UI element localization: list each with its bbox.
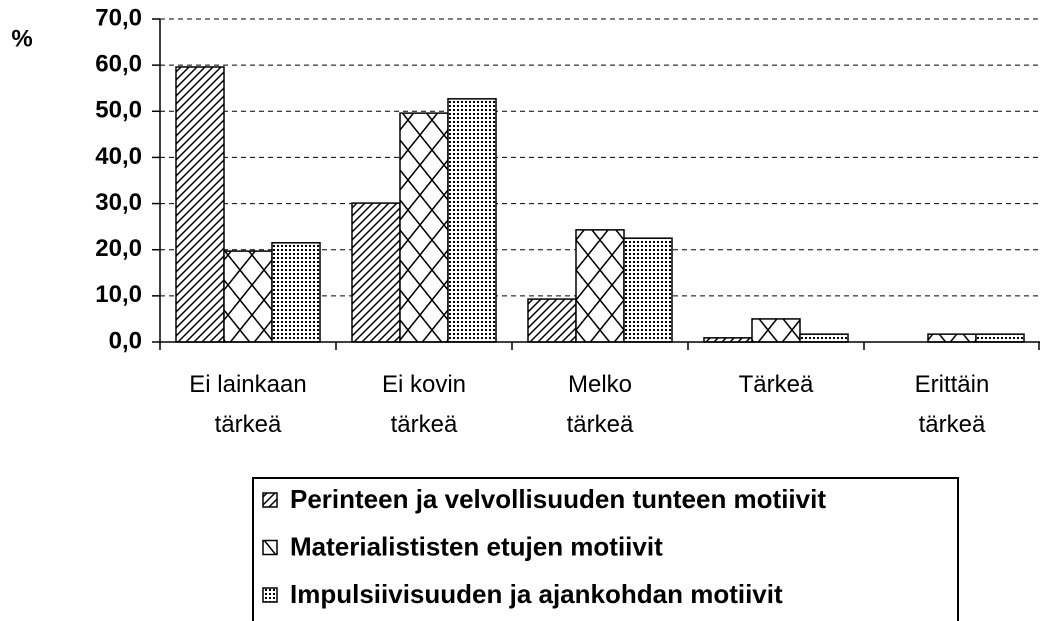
y-tick-label: 10,0 [95,281,142,308]
bar [223,250,273,343]
bar [799,333,849,343]
y-tick-label: 30,0 [95,189,142,216]
x-tick-label: Ei lainkaan tärkeä [189,371,306,438]
y-tick-label: 0,0 [109,327,142,354]
bar [751,318,801,343]
y-tick-label: 40,0 [95,143,142,170]
legend-label: Materialististen etujen motiivit [290,531,663,561]
legend-label: Perinteen ja velvollisuuden tunteen moti… [290,484,826,514]
legend-swatch [262,539,278,556]
y-tick-label: 50,0 [95,97,142,124]
bar [399,112,449,343]
bar [351,202,401,343]
legend-label: Impulsiivisuuden ja ajankohdan motiivit [290,579,783,609]
y-tick-label: 70,0 [95,4,142,31]
legend-box [252,477,959,621]
legend-swatch [262,587,278,603]
bar [175,66,225,343]
y-tick-label: 60,0 [95,50,142,77]
x-tick-label: Ei kovin tärkeä [382,371,466,438]
x-tick-label: Erittäin tärkeä [915,371,990,438]
bar [975,333,1025,343]
y-axis-label: % [11,25,32,52]
bar [447,98,497,343]
x-tick-label: Melko tärkeä [567,371,634,438]
bar [527,298,577,343]
bar [927,333,977,343]
bar [575,229,625,343]
bar [271,242,321,343]
y-tick-label: 20,0 [95,235,142,262]
x-tick-label: Tärkeä [739,371,814,398]
bar [623,237,673,343]
legend-swatch [262,492,278,508]
